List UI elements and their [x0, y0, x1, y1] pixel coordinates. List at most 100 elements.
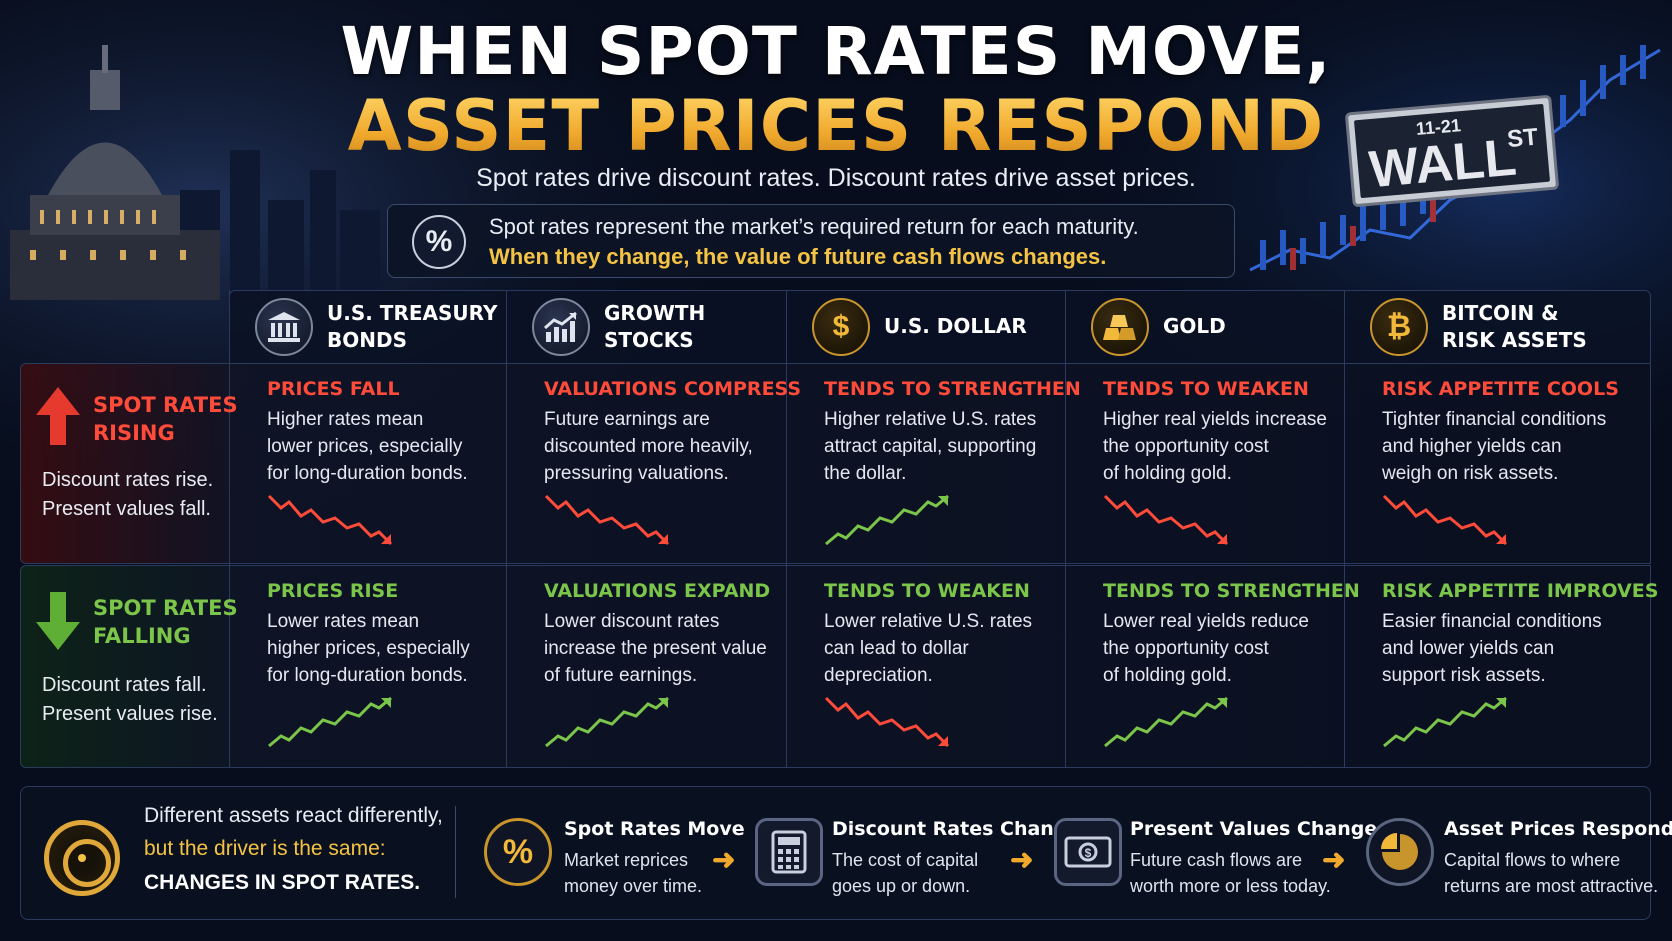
- row-spot-rates-falling: [20, 565, 1651, 768]
- trend-down-icon: [544, 494, 670, 546]
- step-3-desc-line-1: Future cash flows are: [1130, 850, 1303, 870]
- cell-text-line: Lower real yields reduce: [1103, 611, 1309, 632]
- column-header-label-line: GROWTH: [604, 300, 706, 325]
- cell-heading: TENDS TO WEAKEN: [824, 580, 1030, 602]
- step-1-title: Spot Rates Move: [564, 818, 745, 840]
- column-header-label: GROWTH STOCKS: [604, 300, 705, 354]
- falling-desc-line-1: Discount rates fall.: [42, 674, 207, 696]
- column-header-5: ₿ BITCOIN & RISK ASSETS: [1370, 290, 1618, 363]
- column-header-label-line: U.S. TREASURY: [327, 300, 498, 325]
- cell-text-line: Lower relative U.S. rates: [824, 611, 1033, 632]
- step-2-desc-line-2: goes up or down.: [832, 876, 971, 896]
- cell-text-line: can lead to dollar: [824, 638, 969, 659]
- column-header-label: U.S. TREASURY BONDS: [327, 300, 497, 354]
- street-sign-suffix: ST: [1506, 123, 1539, 153]
- rising-desc-line-1: Discount rates rise.: [42, 469, 214, 491]
- cell-text-line: increase the present value: [544, 638, 767, 659]
- cell-text-line: Higher relative U.S. rates: [824, 409, 1037, 430]
- cell-text-line: support risk assets.: [1382, 665, 1546, 686]
- column-header-1: U.S. TREASURY BONDS: [255, 290, 503, 363]
- cell-text-line: Easier financial conditions: [1382, 611, 1602, 632]
- dollar-icon: $: [812, 297, 870, 356]
- trend-down-icon: [824, 696, 950, 748]
- column-header-label: BITCOIN & RISK ASSETS: [1442, 300, 1587, 354]
- column-header-label: U.S. DOLLAR: [884, 313, 1027, 340]
- cell-text: Future earnings are discounted more heavi…: [544, 406, 806, 487]
- step-4-desc: Capital flows to where returns are most …: [1444, 847, 1658, 899]
- cell-heading: VALUATIONS EXPAND: [544, 580, 771, 602]
- column-header-label: GOLD: [1163, 313, 1226, 340]
- cell-text-line: of future earnings.: [544, 665, 698, 686]
- falling-desc-line-2: Present values rise.: [42, 703, 218, 725]
- step-1-desc-line-2: money over time.: [564, 876, 703, 896]
- step-3-desc-line-2: worth more or less today.: [1130, 876, 1331, 896]
- step-3-desc: Future cash flows are worth more or less…: [1130, 847, 1331, 899]
- svg-text:$: $: [1085, 846, 1092, 860]
- cell-text: Easier financial conditions and lower yie…: [1382, 608, 1644, 689]
- cell-text-line: and higher yields can: [1382, 436, 1562, 457]
- cell-text-line: Higher rates mean: [267, 409, 424, 430]
- column-header-label-line: GOLD: [1163, 314, 1226, 338]
- column-header-label-line: U.S. DOLLAR: [884, 314, 1027, 338]
- growth-chart-icon: [532, 297, 590, 356]
- trend-up-icon: [1104, 696, 1228, 748]
- cell-rising-3: TENDS TO STRENGTHEN Higher relative U.S. …: [824, 376, 1086, 487]
- step-2-title: Discount Rates Change: [832, 818, 1081, 840]
- wall-street-sign: [1345, 95, 1559, 207]
- column-header-label-line: RISK ASSETS: [1442, 327, 1587, 352]
- street-sign-number: 11-21: [1415, 115, 1462, 139]
- column-header-label-line: STOCKS: [604, 327, 694, 352]
- trend-up-icon: [545, 696, 669, 748]
- cell-text: Higher rates mean lower prices, especiall…: [267, 406, 529, 487]
- cell-heading: TENDS TO STRENGTHEN: [1103, 580, 1360, 602]
- cell-falling-2: VALUATIONS EXPAND Lower discount rates inc…: [544, 578, 806, 689]
- gold-bars-icon: [1091, 297, 1149, 356]
- trend-up-icon: [825, 494, 949, 546]
- cell-text-line: Lower discount rates: [544, 611, 720, 632]
- cell-heading: PRICES RISE: [267, 580, 399, 602]
- cell-text-line: pressuring valuations.: [544, 463, 729, 484]
- step-2-desc: The cost of capital goes up or down.: [832, 847, 978, 899]
- falling-description: Discount rates fall. Present values rise…: [42, 671, 218, 729]
- city-skyline: [180, 150, 380, 300]
- column-header-label-line: BITCOIN &: [1442, 300, 1559, 325]
- cell-heading: RISK APPETITE IMPROVES: [1382, 580, 1659, 602]
- falling-title: SPOT RATES FALLING: [93, 594, 238, 650]
- cell-text-line: Lower rates mean: [267, 611, 420, 632]
- summary-line-2: but the driver is the same:: [144, 837, 386, 860]
- definition-line-2: When they change, the value of future ca…: [489, 244, 1107, 269]
- cell-falling-4: TENDS TO STRENGTHEN Lower real yields red…: [1103, 578, 1365, 689]
- title-line-1: WHEN SPOT RATES MOVE,: [340, 13, 1332, 90]
- street-sign-name: WALL: [1367, 129, 1519, 200]
- calculator-icon: [755, 818, 823, 886]
- cell-text: Lower real yields reduce the opportunity …: [1103, 608, 1365, 689]
- cell-falling-3: TENDS TO WEAKEN Lower relative U.S. rates…: [824, 578, 1086, 689]
- cell-text: Lower relative U.S. rates can lead to dol…: [824, 608, 1086, 689]
- column-divider: [1344, 290, 1345, 768]
- cell-heading: TENDS TO WEAKEN: [1103, 378, 1309, 400]
- bitcoin-icon: ₿: [1370, 297, 1428, 356]
- cell-text: Higher real yields increase the opportuni…: [1103, 406, 1365, 487]
- subtitle: Spot rates drive discount rates. Discoun…: [476, 164, 1196, 192]
- title-line-2: ASSET PRICES RESPOND: [0, 86, 1672, 166]
- cell-text: Lower discount rates increase the present…: [544, 608, 806, 689]
- cell-text-line: depreciation.: [824, 665, 933, 686]
- cell-falling-5: RISK APPETITE IMPROVES Easier financial c…: [1382, 578, 1659, 689]
- step-3-title: Present Values Change: [1130, 818, 1378, 840]
- step-1-desc: Market reprices money over time.: [564, 847, 702, 899]
- cell-text-line: of holding gold.: [1103, 665, 1232, 686]
- flow-arrow-icon: ➜: [1010, 844, 1034, 875]
- flow-arrow-icon: ➜: [1322, 844, 1346, 875]
- cell-text: Higher relative U.S. rates attract capita…: [824, 406, 1086, 487]
- cell-text-line: of holding gold.: [1103, 463, 1232, 484]
- falling-title-line-2: FALLING: [93, 624, 191, 648]
- cell-text-line: the opportunity cost: [1103, 638, 1269, 659]
- step-4-desc-line-2: returns are most attractive.: [1444, 876, 1659, 896]
- rising-title: SPOT RATES RISING: [93, 391, 238, 447]
- cell-text-line: and lower yields can: [1382, 638, 1555, 659]
- cell-text-line: attract capital, supporting: [824, 436, 1037, 457]
- summary-line-3: CHANGES IN SPOT RATES.: [144, 871, 421, 894]
- percent-icon: %: [484, 818, 552, 886]
- falling-title-line-1: SPOT RATES: [93, 596, 238, 620]
- column-divider: [506, 290, 507, 768]
